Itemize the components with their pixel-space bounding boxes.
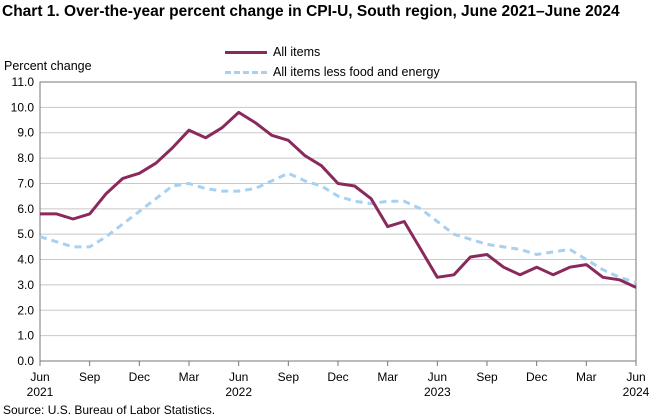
x-tick-label: Mar [179,370,200,384]
x-tick-label: Sep [476,370,498,384]
x-tick-label: Dec [129,370,150,384]
y-tick-label: 11.0 [12,75,35,89]
x-tick-year-label: 2024 [623,385,650,399]
y-tick-label: 10.0 [11,100,35,114]
x-tick-label: Mar [377,370,398,384]
legend-swatch-all-items [225,50,267,54]
y-tick-label: 2.0 [17,303,34,317]
series-line-all-items [40,110,637,289]
x-tick-year-label: 2021 [27,385,54,399]
x-tick-label: Sep [278,370,300,384]
legend-entry-core: All items less food and energy [225,62,440,82]
x-tick-label: Jun [229,370,248,384]
y-tick-label: 0.0 [17,354,34,368]
legend: All items All items less food and energy [225,42,440,82]
x-tick-label: Dec [327,370,348,384]
legend-label-all-items: All items [273,45,321,59]
y-tick-label: 6.0 [17,202,34,216]
y-tick-label: 7.0 [17,176,34,190]
plot-area-border [39,81,637,362]
y-tick-label: 9.0 [17,126,34,140]
y-axis-label: Percent change [4,59,92,73]
x-tick-label: Dec [526,370,547,384]
y-tick-label: 3.0 [17,278,34,292]
x-tick-year-label: 2023 [424,385,451,399]
x-tick-label: Sep [79,370,101,384]
x-tick-label: Jun [30,370,49,384]
y-tick-label: 1.0 [17,329,34,343]
x-tick-label: Mar [576,370,597,384]
y-tick-label: 8.0 [17,151,34,165]
legend-entry-all-items: All items [225,42,440,62]
legend-swatch-core [225,70,267,74]
x-tick-year-label: 2022 [225,385,252,399]
series-line-core [39,171,637,284]
chart-title: Chart 1. Over-the-year percent change in… [2,3,620,20]
source-note: Source: U.S. Bureau of Labor Statistics. [3,403,216,417]
legend-label-core: All items less food and energy [273,65,440,79]
x-tick-label: Jun [428,370,447,384]
x-tick-label: Jun [626,370,645,384]
y-tick-label: 5.0 [17,227,34,241]
y-tick-label: 4.0 [17,253,34,267]
